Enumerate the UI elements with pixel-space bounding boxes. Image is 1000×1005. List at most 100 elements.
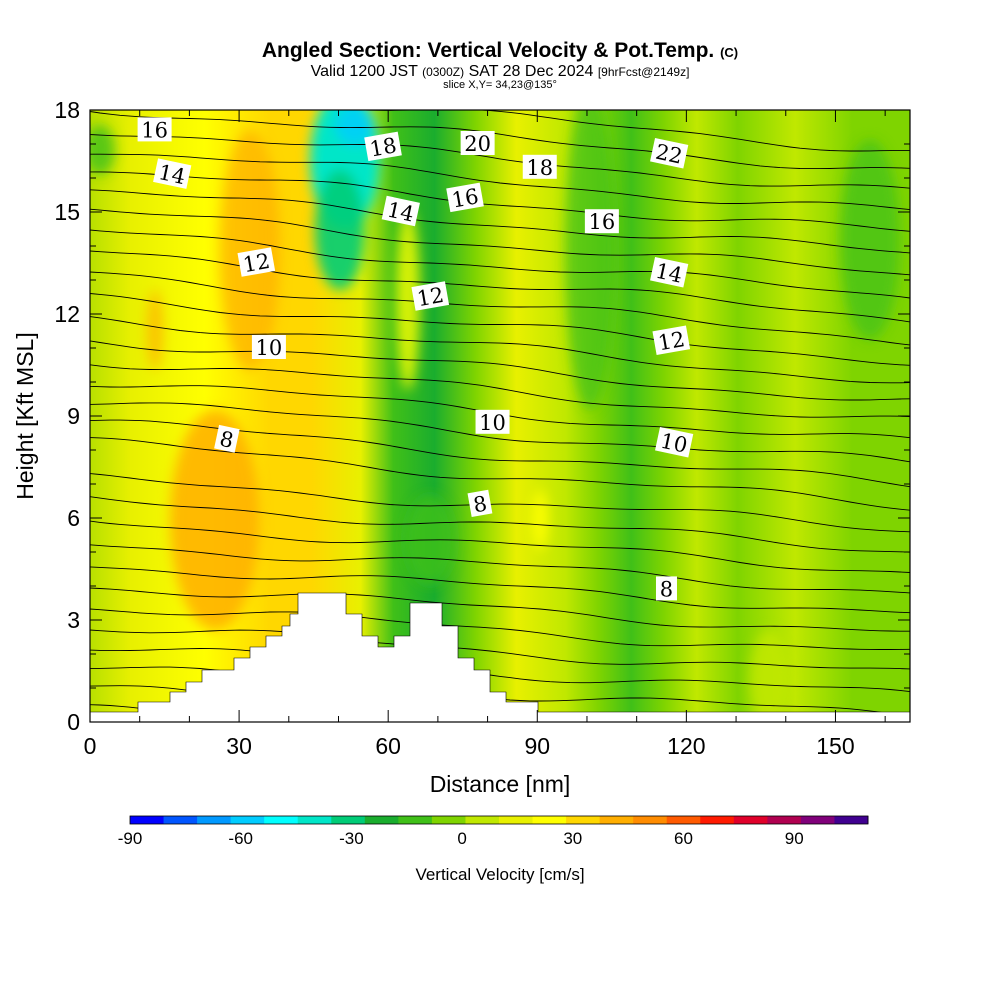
x-axis: 0 30 60 90 120 150 <box>84 110 886 759</box>
theta-contour-line <box>90 293 910 366</box>
colorbar-swatch <box>163 816 198 824</box>
contour-label-text: 10 <box>658 429 689 458</box>
colorbar-swatch <box>465 816 500 824</box>
contour-label: 18 <box>522 154 557 180</box>
y-tick-label: 6 <box>67 505 80 531</box>
y-axis-label: Height [Kft MSL] <box>12 332 38 499</box>
contour-label-text: 8 <box>471 491 488 517</box>
contour-label-box <box>381 195 420 227</box>
sink-band <box>565 110 615 410</box>
y-tick-label: 9 <box>67 403 80 429</box>
contour-label-box <box>475 409 510 434</box>
contour-label: 14 <box>153 158 192 189</box>
x-tick-label: 150 <box>816 733 854 759</box>
colorbar-swatch <box>331 816 366 824</box>
x-axis-label: Distance [nm] <box>430 771 571 797</box>
sink-east <box>840 140 900 340</box>
plot-area: 16 14 12 10 8 18 20 14 16 18 22 12 16 14 12 10 10 8 8 <box>90 110 910 722</box>
theta-contour-line <box>90 566 910 614</box>
contour-label-box <box>153 158 192 189</box>
x-tick-label: 120 <box>667 733 705 759</box>
contour-labels: 16 14 12 10 8 18 20 14 16 18 22 12 16 14 12 10 10 8 8 <box>137 117 694 601</box>
theta-contour-line <box>90 208 910 276</box>
contour-label-box <box>467 489 493 518</box>
colorbar-swatch <box>767 816 802 824</box>
theta-contour-line <box>90 189 910 254</box>
colorbar-tick-label: 90 <box>785 829 804 848</box>
theta-contour-line <box>90 437 910 511</box>
colorbar: -90 -60 -30 0 30 60 90 <box>118 815 869 848</box>
contour-label: 14 <box>381 195 420 227</box>
theta-contour-line <box>90 111 910 170</box>
theta-contour-line <box>90 153 910 211</box>
colorbar-tick-label: 30 <box>563 829 582 848</box>
updraft-upper <box>220 130 280 370</box>
colorbar-swatch <box>499 816 534 824</box>
colorbar-swatch <box>700 816 735 824</box>
theta-contour-line <box>352 110 910 152</box>
theta-contour-line <box>90 648 910 693</box>
colorbar-tick-label: -90 <box>118 829 143 848</box>
y-tick-label: 12 <box>54 301 80 327</box>
chart-subtitle: Valid 1200 JST (0300Z) SAT 28 Dec 2024 [… <box>311 63 690 80</box>
contour-label-text: 10 <box>256 336 283 360</box>
velocity-blobs <box>90 110 900 722</box>
contour-label: 8 <box>655 576 677 601</box>
contour-label-box <box>652 325 691 355</box>
contour-label-text: 22 <box>653 140 684 169</box>
theta-contour-line <box>90 364 910 418</box>
contour-label: 16 <box>137 117 172 142</box>
updraft-narrow <box>396 210 420 390</box>
y-tick-label: 0 <box>67 709 80 735</box>
contour-label-text: 12 <box>241 249 271 277</box>
contour-label-box <box>655 576 677 601</box>
theta-contour-line <box>90 473 910 533</box>
contour-label-text: 14 <box>385 197 416 226</box>
contour-label: 12 <box>237 247 276 277</box>
downdraft-lower <box>315 170 365 290</box>
theta-contour-line <box>90 316 910 384</box>
theta-contour-line <box>90 608 910 650</box>
contour-label-box <box>411 281 450 311</box>
colorbar-tick-label: -30 <box>339 829 364 848</box>
contour-label-text: 8 <box>660 577 673 601</box>
contour-label: 12 <box>652 325 691 355</box>
contour-label-box <box>522 154 557 179</box>
chart-title: Angled Section: Vertical Velocity & Pot.… <box>262 39 738 62</box>
x-tick-label: 30 <box>226 733 252 759</box>
contour-label: 20 <box>460 131 495 156</box>
x-tick-label: 90 <box>524 733 550 759</box>
colorbar-swatch <box>800 816 835 824</box>
contour-label-box <box>364 131 402 162</box>
contour-label-text: 18 <box>368 133 398 161</box>
colorbar-swatch <box>364 816 399 824</box>
contour-label-text: 12 <box>415 283 445 311</box>
theta-contour-line <box>90 171 910 232</box>
colorbar-swatch <box>834 816 869 824</box>
theta-contour-line <box>90 544 910 594</box>
updraft-core <box>170 410 260 630</box>
y-axis: 0 3 6 9 12 15 18 <box>54 97 910 735</box>
colorbar-tick-label: 0 <box>457 829 466 848</box>
contour-label-text: 14 <box>156 160 187 189</box>
colorbar-swatch <box>599 816 634 824</box>
contour-label: 8 <box>214 424 240 453</box>
contour-label: 22 <box>650 137 689 169</box>
slice-note: slice X,Y= 34,23@135° <box>443 79 557 91</box>
theta-contour-line <box>90 587 910 632</box>
terrain-profile <box>90 592 910 722</box>
contour-label: 12 <box>411 281 450 311</box>
y-tick-label: 18 <box>54 97 80 123</box>
colorbar-swatch <box>532 816 567 824</box>
updraft-spot <box>532 490 548 550</box>
theta-contour-line <box>90 496 910 553</box>
colorbar-swatch <box>733 816 768 824</box>
colorbar-swatch <box>197 816 232 824</box>
x-tick-label: 0 <box>84 733 97 759</box>
contour-label-text: 18 <box>526 156 553 180</box>
y-tick-label: 3 <box>67 607 80 633</box>
colorbar-frame <box>129 815 869 825</box>
colorbar-swatch <box>398 816 433 824</box>
colorbar-tick-label: 60 <box>674 829 693 848</box>
